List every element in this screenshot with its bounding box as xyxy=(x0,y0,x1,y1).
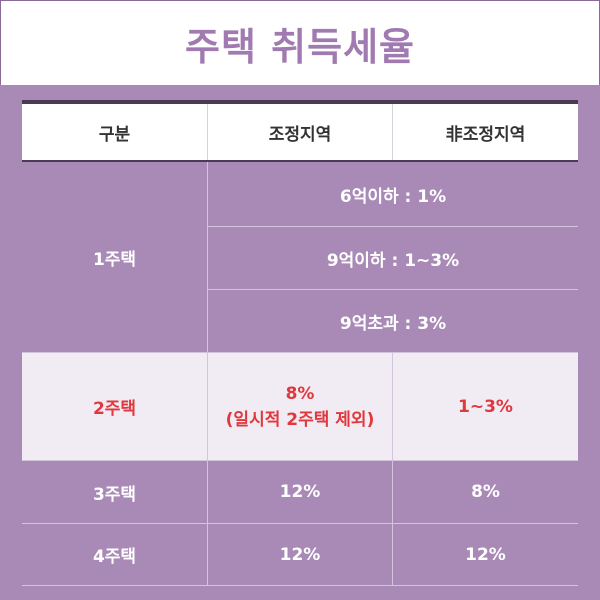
row-2house-adjusted-note: (일시적 2주택 제외) xyxy=(225,409,375,430)
divider-h-row3 xyxy=(22,523,578,524)
row-1house-tier3: 9억초과 : 3% xyxy=(339,313,447,334)
row-1house-label: 1주택 xyxy=(92,249,137,270)
divider-h-row1 xyxy=(22,352,578,353)
row-3house-label: 3주택 xyxy=(92,484,137,505)
divider-v1 xyxy=(207,162,208,586)
row-1house-tier2: 9억이하 : 1~3% xyxy=(326,250,460,271)
row-2house-adjusted-rate: 8% xyxy=(285,383,315,404)
divider-h-tier1 xyxy=(207,226,578,227)
title-bar: 주택 취득세율 xyxy=(0,0,600,85)
page-title: 주택 취득세율 xyxy=(185,24,415,69)
divider-v2 xyxy=(392,352,393,586)
row-4house-adjusted: 12% xyxy=(279,544,321,565)
header-non-adjusted-area: 非조정지역 xyxy=(392,104,578,160)
header-adjusted-area: 조정지역 xyxy=(207,104,392,160)
divider-h-row2 xyxy=(22,460,578,461)
tax-rate-table: 구분 조정지역 非조정지역 1주택 6억이하 : 1% 9억이하 : 1~3% … xyxy=(22,100,578,586)
header-category: 구분 xyxy=(98,124,131,145)
row-4house-non-adjusted: 12% xyxy=(465,544,506,565)
table-header: 구분 조정지역 非조정지역 xyxy=(22,100,578,162)
row-2house-non-adjusted: 1~3% xyxy=(458,396,513,417)
row-3house-non-adjusted: 8% xyxy=(471,482,500,502)
row-2house-label: 2주택 xyxy=(92,399,137,419)
divider-h-bottom xyxy=(22,585,578,586)
divider-h-tier2 xyxy=(207,289,578,290)
highlight-row-bg xyxy=(22,352,578,460)
row-1house-tier1: 6억이하 : 1% xyxy=(339,186,447,207)
row-3house-adjusted: 12% xyxy=(279,482,321,502)
row-4house-label: 4주택 xyxy=(92,547,137,567)
row-2house-adjusted: 8% (일시적 2주택 제외) xyxy=(208,353,392,460)
